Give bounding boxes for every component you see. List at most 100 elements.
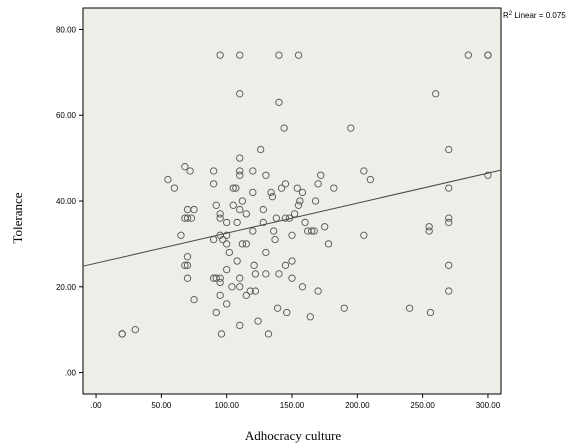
data-point <box>425 223 433 231</box>
data-point <box>445 261 453 269</box>
data-point <box>271 235 279 244</box>
x-tick-label: 100.00 <box>214 401 239 410</box>
data-point <box>183 253 192 261</box>
fit-line-layer <box>82 169 502 267</box>
data-point <box>405 304 414 312</box>
data-point <box>268 193 277 201</box>
data-point <box>262 171 270 179</box>
data-point <box>288 231 296 239</box>
data-point <box>236 283 244 291</box>
data-point <box>249 167 257 175</box>
data-point <box>288 257 296 265</box>
x-tick-label: 150.00 <box>280 401 305 410</box>
y-tick-label: 60.00 <box>56 111 77 120</box>
data-point <box>216 278 224 287</box>
data-point <box>236 321 244 330</box>
data-point <box>285 214 294 222</box>
x-tick-label: 300.00 <box>476 401 501 410</box>
data-point <box>209 180 218 188</box>
data-point <box>242 240 250 248</box>
data-point <box>293 184 301 192</box>
data-point <box>281 214 290 222</box>
data-point <box>183 274 192 282</box>
data-point <box>216 291 224 300</box>
data-point <box>283 308 291 317</box>
data-point <box>250 261 258 269</box>
data-point <box>296 197 304 205</box>
y-tick-label: 40.00 <box>56 197 77 206</box>
data-point <box>229 201 237 209</box>
data-point <box>281 261 290 269</box>
data-point <box>236 167 244 175</box>
data-point <box>219 235 227 244</box>
data-point <box>181 163 189 171</box>
data-point <box>280 124 288 132</box>
data-point <box>246 287 254 295</box>
data-point <box>360 167 368 175</box>
x-tick-label: 50.00 <box>151 401 172 410</box>
data-point <box>216 274 224 282</box>
axes-layer: .00 50.00 100.00 150.00 200.00 250.00 300.00 .0… <box>56 25 501 410</box>
data-point <box>306 313 314 321</box>
data-point <box>209 167 218 175</box>
data-point <box>425 227 433 235</box>
data-point <box>432 90 440 98</box>
data-point <box>209 235 218 244</box>
data-point <box>347 124 355 132</box>
data-point <box>275 270 283 278</box>
data-point <box>264 330 273 338</box>
data-point <box>277 184 286 192</box>
data-point <box>294 201 303 209</box>
data-point <box>259 218 267 227</box>
data-point <box>445 218 453 227</box>
data-point <box>251 287 260 295</box>
data-point <box>330 184 338 192</box>
y-tick-label: 80.00 <box>56 25 77 34</box>
data-point <box>232 184 240 192</box>
data-point <box>259 205 267 214</box>
data-point <box>310 227 318 235</box>
data-point <box>190 295 198 304</box>
data-point <box>223 218 231 227</box>
data-point <box>223 300 231 308</box>
data-point <box>223 240 231 248</box>
data-point <box>307 227 316 235</box>
x-tick-label: 200.00 <box>345 401 370 410</box>
data-point <box>273 304 282 312</box>
data-point <box>238 240 247 248</box>
data-point <box>366 175 375 184</box>
y-tick-label: 20.00 <box>56 283 77 292</box>
r2-label: R2 Linear = 0.075 <box>503 11 566 20</box>
data-point <box>216 51 224 59</box>
data-point <box>484 51 492 59</box>
data-point <box>445 214 453 222</box>
data-point <box>288 274 296 282</box>
data-point <box>223 265 231 274</box>
data-point <box>314 180 322 188</box>
data-point <box>298 283 307 291</box>
data-point <box>254 317 262 325</box>
plot-area <box>82 7 502 395</box>
data-point <box>228 283 236 291</box>
data-point <box>238 197 247 205</box>
data-point <box>321 223 329 231</box>
data-point <box>217 330 226 338</box>
data-point <box>249 188 257 197</box>
data-point <box>270 227 278 235</box>
data-point <box>183 261 192 269</box>
data-point <box>236 90 244 98</box>
data-point <box>290 210 299 218</box>
data-point <box>298 188 307 197</box>
data-point <box>281 180 290 188</box>
points-layer <box>118 51 492 338</box>
data-point <box>262 248 270 257</box>
data-point <box>464 51 472 59</box>
data-point <box>236 205 244 214</box>
data-point <box>324 240 333 248</box>
data-point <box>445 145 453 154</box>
data-point <box>314 287 322 295</box>
y-axis-title: Tolerance <box>10 192 25 243</box>
data-point <box>225 248 233 257</box>
data-point <box>229 184 237 192</box>
data-point <box>164 175 172 184</box>
